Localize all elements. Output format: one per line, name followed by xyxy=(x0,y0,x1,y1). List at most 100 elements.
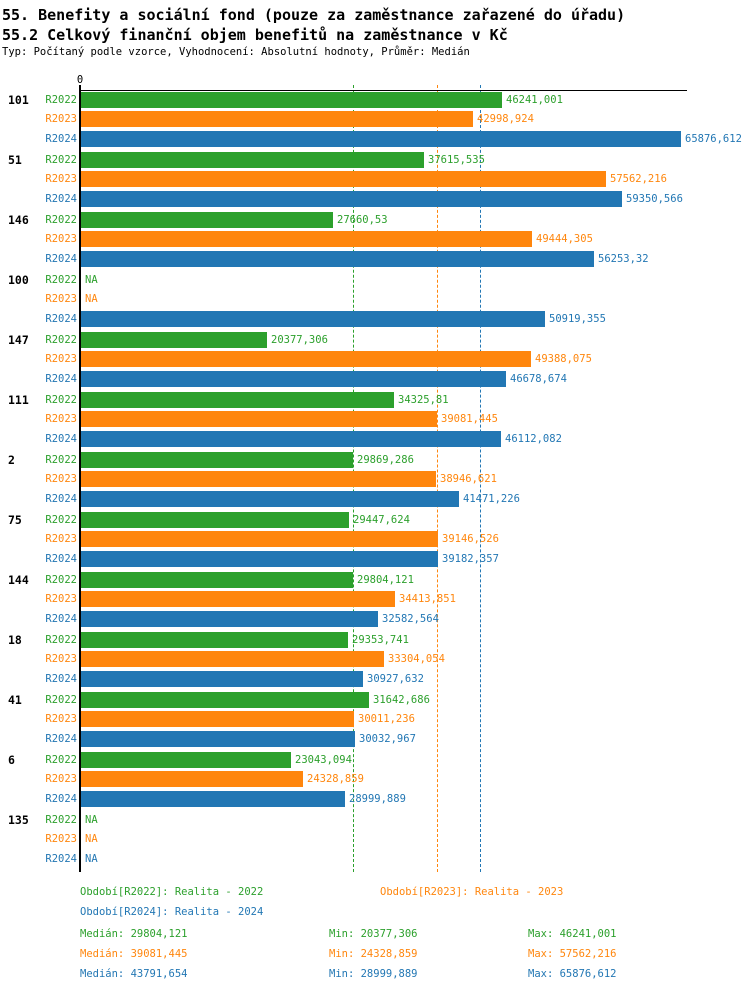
row-label-r2022: R2022 xyxy=(45,334,77,346)
stat-min-r2024: Min: 28999,889 xyxy=(329,968,418,980)
row-label-r2022: R2022 xyxy=(45,454,77,466)
group-label: 41 xyxy=(8,693,22,707)
group-label: 6 xyxy=(8,753,15,767)
bar-value-label: 59350,566 xyxy=(626,193,683,205)
stat-median-r2022: Medián: 29804,121 xyxy=(80,928,188,940)
bar-r2023 xyxy=(81,531,438,547)
row-label-r2024: R2024 xyxy=(45,373,77,385)
axis-zero-label: 0 xyxy=(76,74,84,86)
bar-value-label: 28999,889 xyxy=(349,793,406,805)
row-label-r2024: R2024 xyxy=(45,253,77,265)
bar-r2024 xyxy=(81,431,501,447)
row-label-r2022: R2022 xyxy=(45,814,77,826)
bar-value-label: 34413,851 xyxy=(399,593,456,605)
group-label: 75 xyxy=(8,513,22,527)
bar-r2024 xyxy=(81,371,506,387)
stat-min-r2022: Min: 20377,306 xyxy=(329,928,418,940)
bar-value-label: 31642,686 xyxy=(373,694,430,706)
bar-r2023 xyxy=(81,471,436,487)
row-label-r2023: R2023 xyxy=(45,293,77,305)
row-label-r2023: R2023 xyxy=(45,173,77,185)
row-label-r2022: R2022 xyxy=(45,694,77,706)
bar-value-label: 42998,924 xyxy=(477,113,534,125)
row-label-r2024: R2024 xyxy=(45,553,77,565)
row-label-r2023: R2023 xyxy=(45,653,77,665)
stat-max-r2024: Max: 65876,612 xyxy=(528,968,617,980)
bar-value-label: 32582,564 xyxy=(382,613,439,625)
bar-value-label: 46241,001 xyxy=(506,94,563,106)
row-label-r2024: R2024 xyxy=(45,193,77,205)
group-label: 2 xyxy=(8,453,15,467)
stat-median-r2023: Medián: 39081,445 xyxy=(80,948,188,960)
row-label-r2022: R2022 xyxy=(45,94,77,106)
bar-r2024 xyxy=(81,611,378,627)
row-label-r2024: R2024 xyxy=(45,613,77,625)
row-label-r2022: R2022 xyxy=(45,274,77,286)
bar-value-label: 46112,082 xyxy=(505,433,562,445)
bar-r2022 xyxy=(81,452,353,468)
bar-r2022 xyxy=(81,752,291,768)
bar-r2023 xyxy=(81,711,354,727)
group-label: 100 xyxy=(8,273,29,287)
bar-value-label: 39146,526 xyxy=(442,533,499,545)
group-label: 101 xyxy=(8,93,29,107)
row-label-r2023: R2023 xyxy=(45,113,77,125)
bar-value-label: 30927,632 xyxy=(367,673,424,685)
row-label-r2024: R2024 xyxy=(45,133,77,145)
bar-r2023 xyxy=(81,231,532,247)
row-label-r2023: R2023 xyxy=(45,773,77,785)
na-label: NA xyxy=(85,293,98,305)
bar-value-label: 39182,357 xyxy=(442,553,499,565)
row-label-r2024: R2024 xyxy=(45,433,77,445)
bar-value-label: 29353,741 xyxy=(352,634,409,646)
y-axis-line xyxy=(79,85,81,872)
bar-value-label: 56253,32 xyxy=(598,253,649,265)
row-label-r2023: R2023 xyxy=(45,413,77,425)
na-label: NA xyxy=(85,853,98,865)
bar-value-label: 29869,286 xyxy=(357,454,414,466)
bar-value-label: 24328,859 xyxy=(307,773,364,785)
group-label: 111 xyxy=(8,393,29,407)
bar-r2022 xyxy=(81,512,349,528)
group-label: 51 xyxy=(8,153,22,167)
bar-r2024 xyxy=(81,731,355,747)
group-label: 135 xyxy=(8,813,29,827)
row-label-r2024: R2024 xyxy=(45,493,77,505)
bar-r2022 xyxy=(81,632,348,648)
row-label-r2024: R2024 xyxy=(45,313,77,325)
row-label-r2023: R2023 xyxy=(45,713,77,725)
bar-value-label: 29804,121 xyxy=(357,574,414,586)
bar-r2022 xyxy=(81,392,394,408)
bar-value-label: 39081,445 xyxy=(441,413,498,425)
bar-value-label: 23043,094 xyxy=(295,754,352,766)
report-title: 55. Benefity a sociální fond (pouze za z… xyxy=(2,6,626,24)
bar-r2022 xyxy=(81,692,369,708)
bar-r2022 xyxy=(81,92,502,108)
bar-value-label: 46678,674 xyxy=(510,373,567,385)
row-label-r2023: R2023 xyxy=(45,533,77,545)
bar-r2022 xyxy=(81,212,333,228)
bar-r2024 xyxy=(81,311,545,327)
stat-max-r2022: Max: 46241,001 xyxy=(528,928,617,940)
bar-value-label: 65876,612 xyxy=(685,133,742,145)
group-label: 18 xyxy=(8,633,22,647)
bar-value-label: 20377,306 xyxy=(271,334,328,346)
bar-value-label: 29447,624 xyxy=(353,514,410,526)
row-label-r2024: R2024 xyxy=(45,853,77,865)
group-label: 144 xyxy=(8,573,29,587)
bar-r2023 xyxy=(81,771,303,787)
row-label-r2023: R2023 xyxy=(45,833,77,845)
row-label-r2023: R2023 xyxy=(45,353,77,365)
bar-r2024 xyxy=(81,551,438,567)
bar-value-label: 30011,236 xyxy=(358,713,415,725)
row-label-r2022: R2022 xyxy=(45,154,77,166)
median-line-r2024 xyxy=(480,85,482,872)
bar-value-label: 38946,621 xyxy=(440,473,497,485)
bar-value-label: 50919,355 xyxy=(549,313,606,325)
bar-value-label: 49388,075 xyxy=(535,353,592,365)
bar-r2023 xyxy=(81,171,606,187)
stat-max-r2023: Max: 57562,216 xyxy=(528,948,617,960)
bar-r2024 xyxy=(81,491,459,507)
row-label-r2024: R2024 xyxy=(45,733,77,745)
